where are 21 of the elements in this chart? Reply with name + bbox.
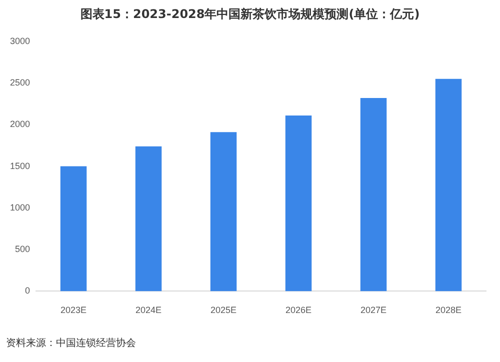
x-tick-label: 2024E bbox=[136, 305, 162, 316]
bar bbox=[435, 78, 462, 292]
y-tick-label: 3000 bbox=[10, 36, 30, 46]
y-tick-label: 1000 bbox=[10, 202, 30, 212]
bar bbox=[60, 166, 87, 292]
bar bbox=[285, 116, 312, 292]
x-tick-label: 2023E bbox=[60, 305, 87, 316]
bar bbox=[135, 146, 162, 292]
y-tick-label: 2500 bbox=[10, 78, 30, 88]
y-tick-label: 1500 bbox=[10, 160, 30, 171]
bar bbox=[360, 98, 387, 292]
bar bbox=[210, 132, 237, 292]
y-tick-label: 2000 bbox=[10, 119, 30, 130]
text: 资料来源：中国连锁经营协会 bbox=[6, 336, 136, 350]
x-tick-label: 2028E bbox=[435, 305, 462, 316]
y-tick-label: 500 bbox=[14, 244, 30, 254]
chart-title: 图表15：2023-2028年中国新茶饮市场规模预测(单位：亿元) bbox=[79, 6, 421, 23]
x-tick-label: 2027E bbox=[360, 305, 387, 316]
x-tick-label: 2025E bbox=[210, 305, 237, 316]
x-tick-label: 2026E bbox=[285, 305, 312, 316]
y-tick-label: 0 bbox=[25, 286, 30, 296]
